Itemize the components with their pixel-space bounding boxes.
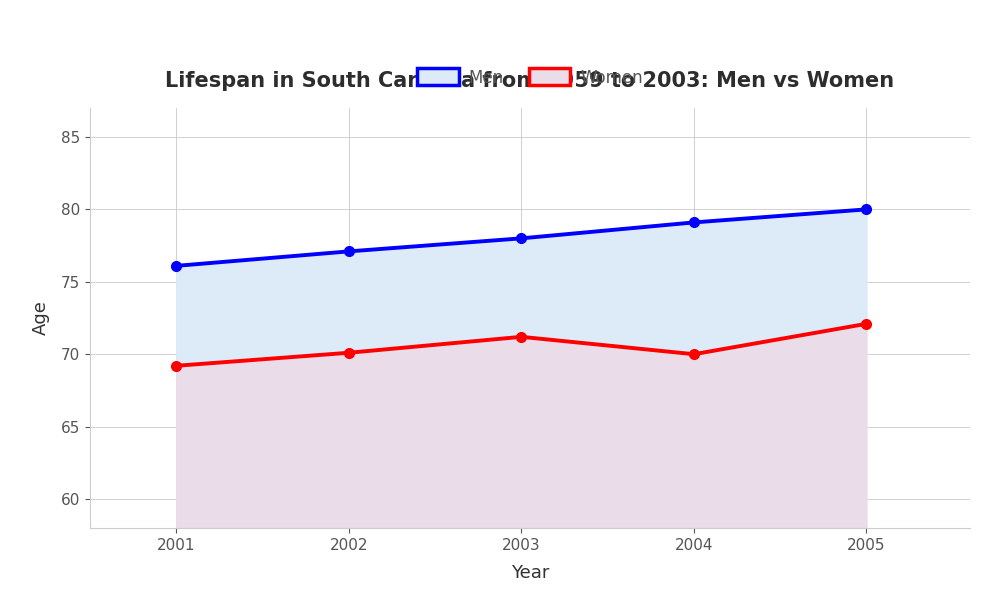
Legend: Men, Women: Men, Women xyxy=(410,62,650,93)
Y-axis label: Age: Age xyxy=(32,301,50,335)
Title: Lifespan in South Carolina from 1959 to 2003: Men vs Women: Lifespan in South Carolina from 1959 to … xyxy=(165,71,895,91)
X-axis label: Year: Year xyxy=(511,564,549,582)
